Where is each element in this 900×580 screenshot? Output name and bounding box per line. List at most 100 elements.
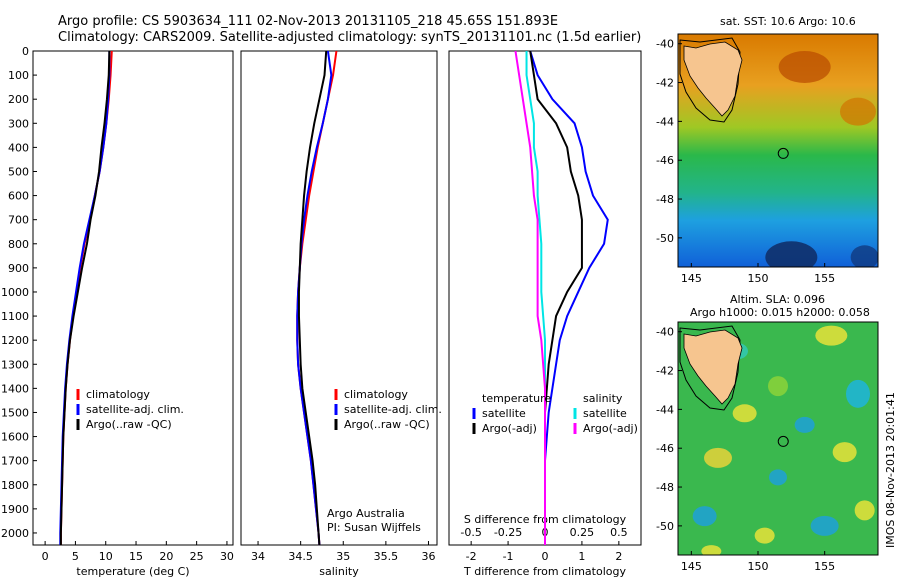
legend-label: satellite-adj. clim. [344,403,442,416]
argo-location-marker [777,435,789,447]
y-tick-label: 2000 [1,527,29,540]
map-frame [677,321,879,556]
y-tick-label: 600 [8,190,29,203]
y-tick-label: -40 [656,38,674,51]
profile-panel-3: -2 -1 0 1 2-0.5 -0.25 0 0.25 0.5S difference fro… [448,50,642,578]
argo-location-marker [777,147,789,159]
y-tick-label: 200 [8,93,29,106]
warm-patch [778,51,831,84]
sla-anomaly [732,404,757,423]
plot-frame [240,50,438,546]
series-line [514,50,546,545]
sla-map-title-2: Argo h1000: 0.015 h2000: 0.058 [690,306,870,319]
series-line [525,51,546,545]
x-tick-label: 0 [542,550,549,563]
x-tick-label: 150 [748,272,769,285]
y-tick-label: -50 [656,232,674,245]
x-tick-label: 10 [99,550,113,563]
sla-anomaly [754,527,775,544]
legend-label: Argo(-adj) [482,422,537,435]
x-axis-label: T difference from climatology [463,565,626,578]
y-tick-label: 1700 [1,455,29,468]
x-tick-label: 2 [615,550,622,563]
x-tick-label: 35 [336,550,350,563]
y-tick-label: 900 [8,262,29,275]
credit-line-2: PI: Susan Wijffels [327,521,421,534]
y-tick-label: 500 [8,165,29,178]
x-tick-label: 0 [42,550,49,563]
legend-label: climatology [86,388,150,401]
x-tick-label: 34.5 [288,550,313,563]
sla-anomaly [846,379,870,408]
y-tick-label: 1200 [1,334,29,347]
warm-patch [840,97,876,126]
x-tick-label: 1 [578,550,585,563]
sla-anomaly [692,506,717,527]
sla-anomaly [854,500,875,521]
y-tick-label: -42 [656,77,674,90]
sla-anomaly [704,447,732,468]
sla-anomaly [768,376,788,397]
shelf-contour [679,325,741,411]
s-tick-label: 0.5 [610,526,628,539]
cold-patch [850,245,878,267]
x-tick-label: 5 [72,550,79,563]
profile-panel-1: 0100200300400500600700800900100011001200… [1,45,234,578]
y-tick-label: 1000 [1,286,29,299]
legend-label: satellite [583,407,627,420]
x-tick-label: 155 [814,272,835,285]
s-tick-label: -0.5 [460,526,481,539]
x-tick-label: 20 [159,550,173,563]
y-tick-label: 1400 [1,382,29,395]
sla-anomaly [810,515,839,536]
series-line [59,51,111,545]
cold-patch [765,241,818,267]
x-axis-label: salinity [319,565,359,578]
sla-anomaly [769,469,787,486]
sla-map: -40 -42 -44 -46 -48 -50 145 150 155 [656,321,879,573]
map-frame [677,33,879,268]
y-tick-label: 1800 [1,479,29,492]
y-tick-label: 1300 [1,358,29,371]
x-tick-label: 145 [681,560,702,573]
series-line [296,50,338,546]
sst-map: -40 -42 -44 -46 -48 -50 145 150 155 [656,33,879,285]
legend-label: satellite-adj. clim. [86,403,184,416]
x-tick-label: 155 [814,560,835,573]
y-tick-label: 800 [8,238,29,251]
map-field [678,34,878,267]
series-line [59,50,111,545]
legend-label: Argo(-adj) [583,422,638,435]
y-tick-label: 700 [8,214,29,227]
y-tick-label: 1100 [1,310,29,323]
y-tick-label: -40 [656,326,674,339]
y-tick-label: -48 [656,481,674,494]
x-tick-label: 36 [421,550,435,563]
sla-anomaly [815,325,848,346]
series-line [296,50,333,546]
legend-label: Argo(..raw -QC) [344,418,430,431]
y-tick-label: -46 [656,442,674,455]
y-tick-label: -44 [656,115,674,128]
y-tick-label: -48 [656,193,674,206]
profile-panel-2: 34 34.5 35 35.5 36 salinity climatology satelli… [240,50,442,578]
watermark: IMOS 08-Nov-2013 20:01:41 [884,392,897,548]
y-tick-label: -42 [656,365,674,378]
y-tick-label: -50 [656,520,674,533]
legend-label: Argo(..raw -QC) [86,418,172,431]
credit-line-1: Argo Australia [327,507,405,520]
y-tick-label: 0 [22,45,29,58]
x-tick-label: 150 [748,560,769,573]
s-tick-label: 0.25 [570,526,595,539]
tasmania-coastline [683,329,743,405]
x-tick-label: -2 [466,550,477,563]
title-line-1: Argo profile: CS 5903634_111 02-Nov-2013… [58,14,559,29]
s-tick-label: -0.25 [494,526,522,539]
legend-label: satellite [482,407,526,420]
x-tick-label: 30 [220,550,234,563]
x-axis-label: temperature (deg C) [76,565,189,578]
y-tick-label: 100 [8,69,29,82]
series-line [297,50,328,546]
y-tick-label: 1500 [1,406,29,419]
